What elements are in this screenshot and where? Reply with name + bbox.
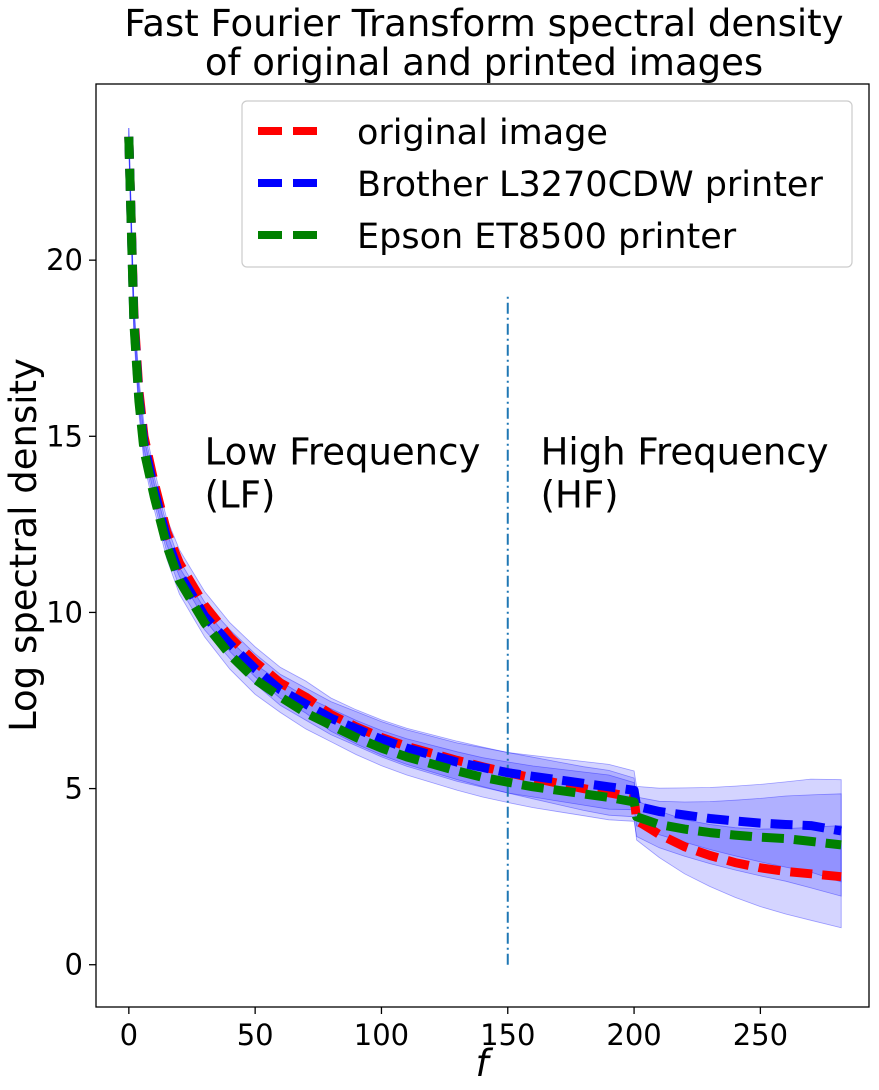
- annotations: Low Frequency (LF) High Frequency (HF): [205, 430, 829, 516]
- y-tick-label: 10: [46, 595, 83, 629]
- x-tick-label: 250: [733, 1018, 788, 1052]
- annotation-line: High Frequency: [541, 430, 829, 473]
- y-tick-label: 0: [65, 948, 83, 982]
- x-tick-label: 0: [120, 1018, 138, 1052]
- legend-label-epson: Epson ET8500 printer: [357, 217, 737, 257]
- series-lines: [124, 136, 842, 882]
- y-tick-label: 20: [46, 243, 83, 277]
- y-axis-label: Log spectral density: [2, 358, 45, 732]
- high-frequency-annotation: High Frequency (HF): [541, 430, 829, 516]
- y-tick-label: 15: [46, 419, 83, 453]
- low-frequency-annotation: Low Frequency (LF): [205, 430, 481, 516]
- chart-title-line1: Fast Fourier Transform spectral density: [124, 2, 843, 45]
- annotation-line: (LF): [205, 473, 276, 516]
- x-tick-label: 100: [354, 1018, 409, 1052]
- annotation-line: Low Frequency: [205, 430, 481, 473]
- annotation-line: (HF): [541, 473, 619, 516]
- series-line-epson-et8500-printer: [124, 136, 842, 850]
- x-tick-label: 150: [480, 1018, 535, 1052]
- legend-box: [241, 100, 853, 268]
- x-axis-ticks: 0 50 100 150 200 250: [120, 1007, 788, 1052]
- x-tick-label: 50: [237, 1018, 274, 1052]
- y-tick-label: 5: [65, 772, 83, 806]
- x-tick-label: 200: [606, 1018, 661, 1052]
- y-axis-ticks: 0 5 10 15 20: [46, 243, 96, 982]
- chart-title-line2: of original and printed images: [205, 41, 763, 84]
- legend-label-original: original image: [357, 113, 608, 153]
- legend-label-brother: Brother L3270CDW printer: [357, 165, 823, 205]
- legend: original image Brother L3270CDW printer …: [241, 100, 853, 268]
- plot-frame: [95, 83, 870, 1008]
